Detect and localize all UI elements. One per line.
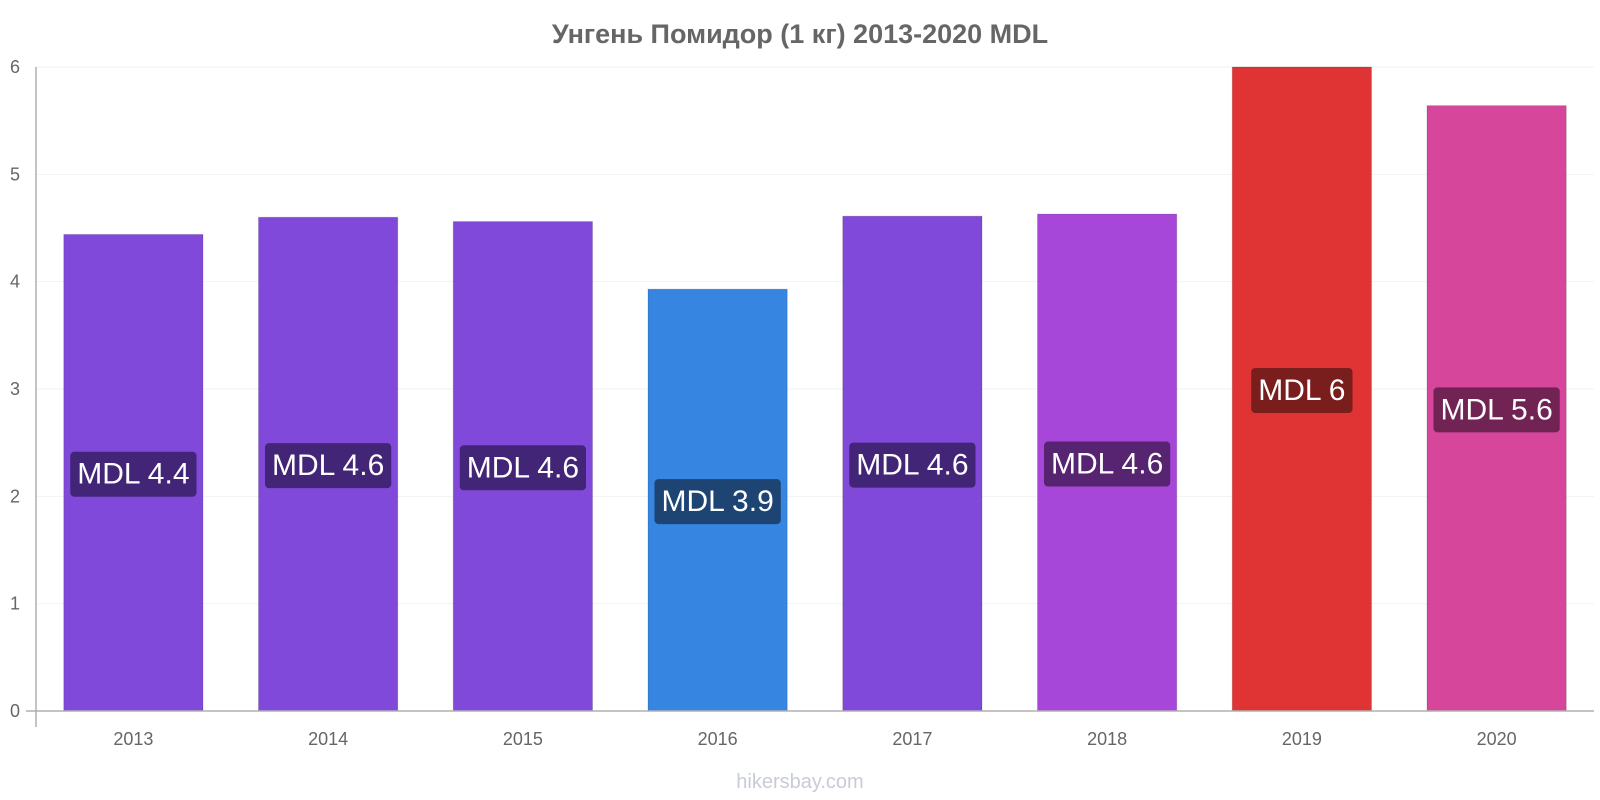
chart-title: Унгень Помидор (1 кг) 2013-2020 MDL [552,19,1048,49]
value-label-text: MDL 6 [1258,374,1345,407]
x-tick-label: 2019 [1282,729,1322,749]
value-label-bg [70,451,197,497]
y-tick-label: 1 [10,594,20,614]
value-label-bg [849,442,976,488]
value-label-bg [1433,387,1560,433]
y-tick-label: 6 [10,57,20,77]
value-label-2015: MDL 4.6 [459,445,587,491]
x-axis-ticks: 2013 2014 2015 2016 2017 2018 2019 2020 [113,729,1516,749]
value-label-text: MDL 4.6 [272,449,384,482]
value-label-bg [264,443,392,489]
value-label-text: MDL 4.6 [467,451,579,484]
value-label-bg [1043,441,1171,487]
value-label-2016: MDL 3.9 [654,479,781,525]
axes [26,67,1594,727]
value-label-2017: MDL 4.6 [849,442,976,488]
y-tick-label: 5 [10,164,20,184]
value-label-2019: MDL 6 [1251,368,1353,413]
value-label-bg [654,479,781,525]
value-label-2013: MDL 4.4 [70,451,197,497]
y-axis-ticks: 0 1 2 3 4 5 6 [10,57,20,721]
value-label-2014: MDL 4.6 [264,443,392,489]
x-tick-label: 2014 [308,729,348,749]
value-label-bg [459,445,587,491]
y-tick-label: 3 [10,379,20,399]
x-tick-label: 2018 [1087,729,1127,749]
value-label-2020: MDL 5.6 [1433,387,1560,433]
x-tick-label: 2016 [698,729,738,749]
value-label-text: MDL 3.9 [661,485,773,518]
value-label-text: MDL 4.4 [77,458,189,491]
value-label-text: MDL 5.6 [1440,393,1552,426]
y-tick-label: 0 [10,701,20,721]
value-label-text: MDL 4.6 [856,449,968,482]
watermark: hikersbay.com [736,771,863,793]
value-label-text: MDL 4.6 [1051,448,1163,481]
value-label-bg [1251,368,1353,413]
y-tick-label: 2 [10,486,20,506]
x-tick-label: 2020 [1477,729,1517,749]
x-tick-label: 2017 [892,729,932,749]
value-label-2018: MDL 4.6 [1043,441,1171,487]
x-tick-label: 2013 [113,729,153,749]
y-tick-label: 4 [10,272,20,292]
x-tick-label: 2015 [503,729,543,749]
value-labels: MDL 4.4 MDL 4.6 MDL 4.6 MDL 3.9 MDL 4.6 MDL 4… [70,368,1560,525]
